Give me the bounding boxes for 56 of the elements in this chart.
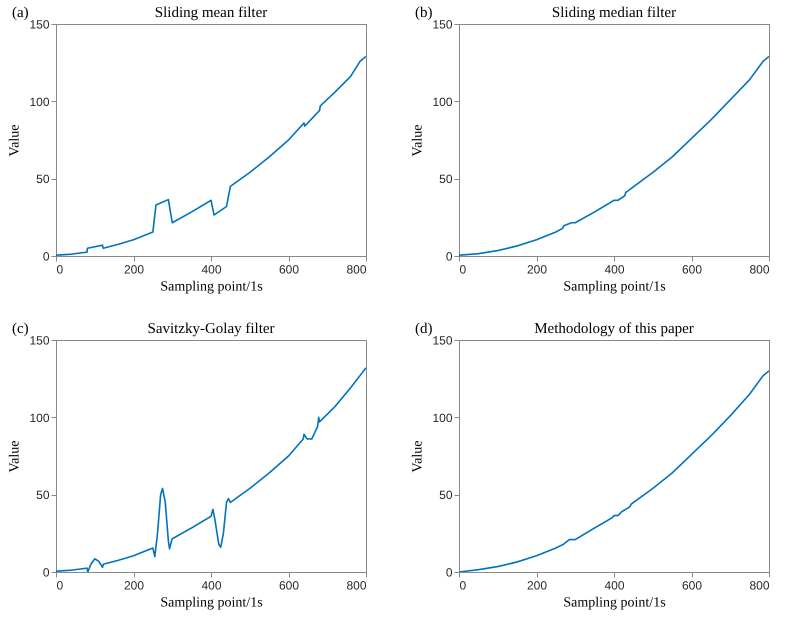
line-series xyxy=(459,56,769,256)
y-tick-label: 50 xyxy=(439,488,453,502)
x-tick-label: 0 xyxy=(460,262,466,276)
x-tick-label: 0 xyxy=(56,578,64,592)
y-tick-label: 150 xyxy=(29,18,50,32)
chart-title: Sliding median filter xyxy=(552,5,676,21)
x-tick-label: 800 xyxy=(346,578,367,592)
x-axis-title: Sampling point/1s xyxy=(160,280,263,294)
y-tick-label: 50 xyxy=(36,172,50,186)
text: (b) xyxy=(415,5,432,21)
y-tick-label: 100 xyxy=(29,94,50,109)
x-tick-label: 200 xyxy=(124,578,144,592)
x-tick-label: 600 xyxy=(278,578,300,592)
y-tick-label: 150 xyxy=(29,334,50,348)
x-tick-label: 200 xyxy=(526,578,548,592)
y-tick-label: 0 xyxy=(446,250,453,264)
y-tick-label: 100 xyxy=(432,410,453,425)
y-tick-label: 150 xyxy=(432,18,453,32)
x-tick-label: 0 xyxy=(56,262,64,276)
y-axis-title: Value xyxy=(7,440,22,472)
y-axis-title: Value xyxy=(7,124,22,156)
y-tick-label: 100 xyxy=(29,410,50,425)
y-axis-title: Value xyxy=(410,124,426,156)
x-tick-label: 200 xyxy=(526,262,548,276)
x-tick-label: 600 xyxy=(682,578,702,592)
x-axis-title: Sampling point/1s xyxy=(160,596,263,610)
x-tick-label: 800 xyxy=(346,262,367,276)
x-tick-label: 400 xyxy=(604,262,625,276)
x-tick-label: 400 xyxy=(604,578,625,592)
x-tick-label: 400 xyxy=(201,578,222,592)
x-tick-label: 200 xyxy=(124,262,144,276)
x-tick-label: 400 xyxy=(201,262,222,276)
y-tick-label: 0 xyxy=(42,566,50,580)
line-series xyxy=(459,370,769,572)
x-axis-title: Sampling point/1s xyxy=(563,596,666,610)
line-series xyxy=(56,367,366,572)
chart-title: Sliding mean filter xyxy=(154,5,268,21)
y-tick-label: 100 xyxy=(432,94,453,109)
x-tick-label: 800 xyxy=(749,578,770,592)
text: (a) xyxy=(12,5,29,21)
y-tick-label: 50 xyxy=(439,172,453,186)
x-tick-label: 600 xyxy=(278,262,300,276)
x-axis-title: Sampling point/1s xyxy=(563,280,666,294)
x-tick-label: 600 xyxy=(682,262,702,276)
line-series xyxy=(56,56,366,256)
x-tick-label: 800 xyxy=(749,262,770,276)
y-tick-label: 0 xyxy=(42,250,50,264)
text: (d) xyxy=(415,321,432,337)
text: (c) xyxy=(12,321,29,337)
y-tick-label: 150 xyxy=(432,334,453,348)
chart-title: Savitzky-Golay filter xyxy=(147,321,275,337)
y-tick-label: 0 xyxy=(446,566,453,580)
x-tick-label: 0 xyxy=(460,578,466,592)
chart-title: Methodology of this paper xyxy=(534,321,694,337)
y-tick-label: 50 xyxy=(36,488,50,502)
y-axis-title: Value xyxy=(410,440,426,472)
